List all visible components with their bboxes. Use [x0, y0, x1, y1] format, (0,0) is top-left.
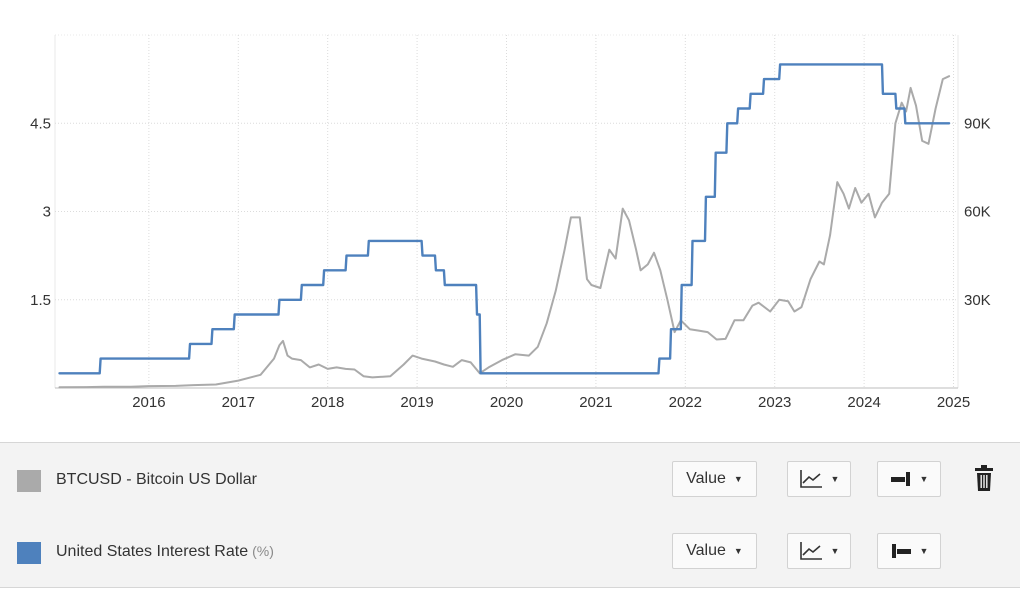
- line-chart-icon: [799, 470, 822, 488]
- x-tick-label: 2019: [400, 394, 433, 411]
- x-tick-label: 2022: [669, 394, 702, 411]
- series-name: BTCUSD - Bitcoin US Dollar: [56, 471, 257, 489]
- x-tick-label: 2024: [847, 394, 880, 411]
- y-axis-left: 1.5 3 4.5: [30, 115, 51, 309]
- value-dropdown[interactable]: Value ▼: [672, 533, 757, 569]
- series-line-us-interest-rate: [58, 63, 951, 375]
- line-chart: 2016 2017 2018 2019 2020 2021 2022 2023 2024 2025…: [30, 34, 991, 411]
- caret-down-icon: ▼: [830, 474, 840, 484]
- caret-down-icon: ▼: [830, 546, 840, 556]
- series-lines: [58, 63, 951, 389]
- series-panel: BTCUSD - Bitcoin US Dollar Value ▼ ▼ ▼: [0, 442, 1020, 588]
- series-color-swatch[interactable]: [17, 542, 41, 564]
- caret-down-icon: ▼: [919, 474, 929, 484]
- series-name-label: United States Interest Rate: [56, 543, 249, 560]
- y-left-tick-label: 4.5: [30, 115, 51, 132]
- value-dropdown-label: Value: [686, 470, 726, 487]
- y-right-tick-label: 30K: [964, 292, 991, 309]
- series-row-btcusd: BTCUSD - Bitcoin US Dollar Value ▼ ▼ ▼: [0, 460, 1020, 500]
- x-tick-label: 2017: [222, 394, 255, 411]
- y-axis-right: 30K 60K 90K: [964, 115, 991, 309]
- caret-down-icon: ▼: [919, 546, 929, 556]
- value-dropdown-label: Value: [686, 542, 726, 559]
- x-tick-label: 2025: [937, 394, 970, 411]
- axis-dropdown[interactable]: ▼: [877, 533, 941, 569]
- value-dropdown[interactable]: Value ▼: [672, 461, 757, 497]
- chart-area: 2016 2017 2018 2019 2020 2021 2022 2023 2024 2025…: [30, 34, 991, 411]
- axis-dropdown[interactable]: ▼: [877, 461, 941, 497]
- series-name: United States Interest Rate (%): [56, 543, 274, 561]
- series-unit: (%): [252, 543, 274, 559]
- axis-right-icon: [890, 472, 910, 486]
- y-left-tick-label: 3: [43, 204, 51, 221]
- x-tick-label: 2021: [579, 394, 612, 411]
- x-tick-label: 2023: [758, 394, 791, 411]
- y-right-tick-label: 60K: [964, 204, 991, 221]
- y-right-tick-label: 90K: [964, 115, 991, 132]
- chart-type-dropdown[interactable]: ▼: [787, 461, 851, 497]
- x-tick-label: 2016: [132, 394, 165, 411]
- series-color-swatch[interactable]: [17, 470, 41, 492]
- axis-left-icon: [891, 544, 911, 558]
- x-tick-label: 2018: [311, 394, 344, 411]
- caret-down-icon: ▼: [733, 474, 743, 484]
- series-row-us-interest-rate: United States Interest Rate (%) Value ▼ ▼…: [0, 532, 1020, 572]
- chart-type-dropdown[interactable]: ▼: [787, 533, 851, 569]
- x-tick-label: 2020: [490, 394, 523, 411]
- series-line-btcusd: [58, 75, 951, 389]
- caret-down-icon: ▼: [733, 546, 743, 556]
- series-name-label: BTCUSD - Bitcoin US Dollar: [56, 471, 257, 488]
- x-axis: 2016 2017 2018 2019 2020 2021 2022 2023 2024 2025: [132, 394, 970, 411]
- trash-icon[interactable]: [972, 464, 996, 494]
- grid: [54, 34, 959, 389]
- y-left-tick-label: 1.5: [30, 292, 51, 309]
- line-chart-icon: [799, 542, 822, 560]
